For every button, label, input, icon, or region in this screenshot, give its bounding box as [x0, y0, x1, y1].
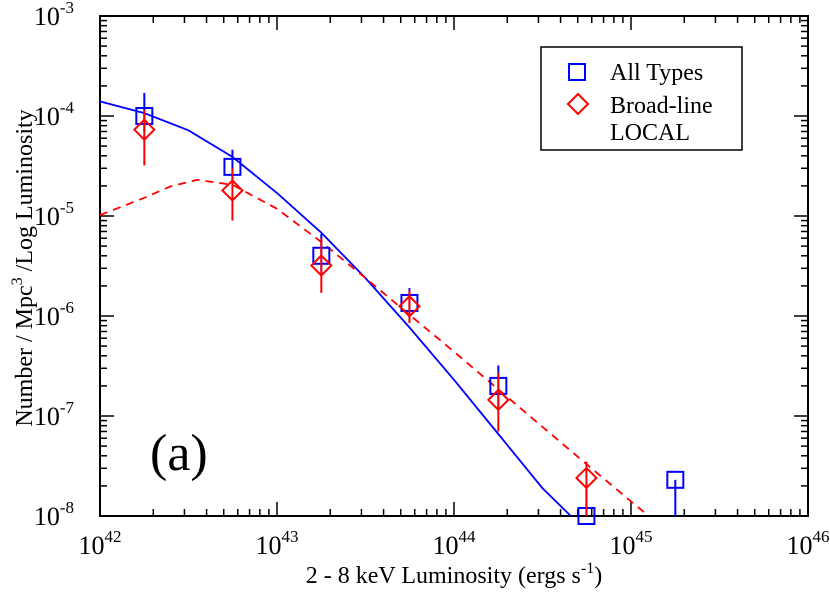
broad-line-fit-curve	[100, 178, 650, 516]
all-types-point	[666, 470, 685, 489]
x-tick-label: 1042	[79, 527, 122, 560]
broad-line-point	[575, 466, 598, 490]
legend-marker-square	[568, 63, 586, 81]
broad-line-point	[132, 118, 156, 142]
x-axis-label: 2 - 8 keV Luminosity (ergs s-1)	[306, 560, 602, 589]
y-axis-label-a: Number / Mpc	[12, 285, 38, 426]
y-tick-label: 10-5	[34, 198, 74, 231]
x-tick-label: 1046	[787, 527, 830, 560]
x-axis-label-end: )	[594, 563, 602, 589]
y-axis-label-sup: 3	[9, 277, 26, 285]
y-axis-label-b: /Log Luminosity	[12, 109, 38, 277]
x-tick-label: 1044	[433, 527, 477, 560]
y-tick-label: 10-8	[34, 498, 74, 531]
y-axis-label: Number / Mpc3 /Log Luminosity	[9, 109, 38, 426]
fit-curves	[100, 100, 650, 516]
y-tick-label: 10-4	[34, 98, 75, 131]
data-points	[132, 92, 685, 525]
y-tick-label: 10-6	[34, 298, 74, 331]
broad-line-point	[221, 179, 244, 202]
legend-label-all-types: All Types	[610, 60, 703, 86]
x-tick-label: 1043	[256, 527, 299, 560]
x-axis-label-main: 2 - 8 keV Luminosity (ergs s	[306, 563, 581, 589]
broad-line-point	[309, 254, 333, 277]
legend-marker-diamond	[566, 92, 590, 116]
x-tick-label: 1045	[610, 527, 653, 560]
y-tick-label: 10-3	[34, 0, 74, 31]
axis-ticks: 1042 1043 1044 1045 1046 10-8 10-7 10-6 10-5 10-4…	[34, 0, 830, 560]
broad-line-point	[398, 294, 421, 318]
legend-label-local: LOCAL	[610, 120, 690, 146]
broad-line-point	[486, 388, 510, 412]
x-axis-label-sup: -1	[581, 560, 594, 577]
panel-label: (a)	[150, 425, 208, 482]
y-tick-label: 10-7	[34, 398, 75, 431]
legend-label-broad-line: Broad-line	[610, 93, 713, 119]
legend: All Types Broad-line LOCAL	[540, 46, 743, 151]
all-types-fit-curve	[100, 100, 572, 516]
